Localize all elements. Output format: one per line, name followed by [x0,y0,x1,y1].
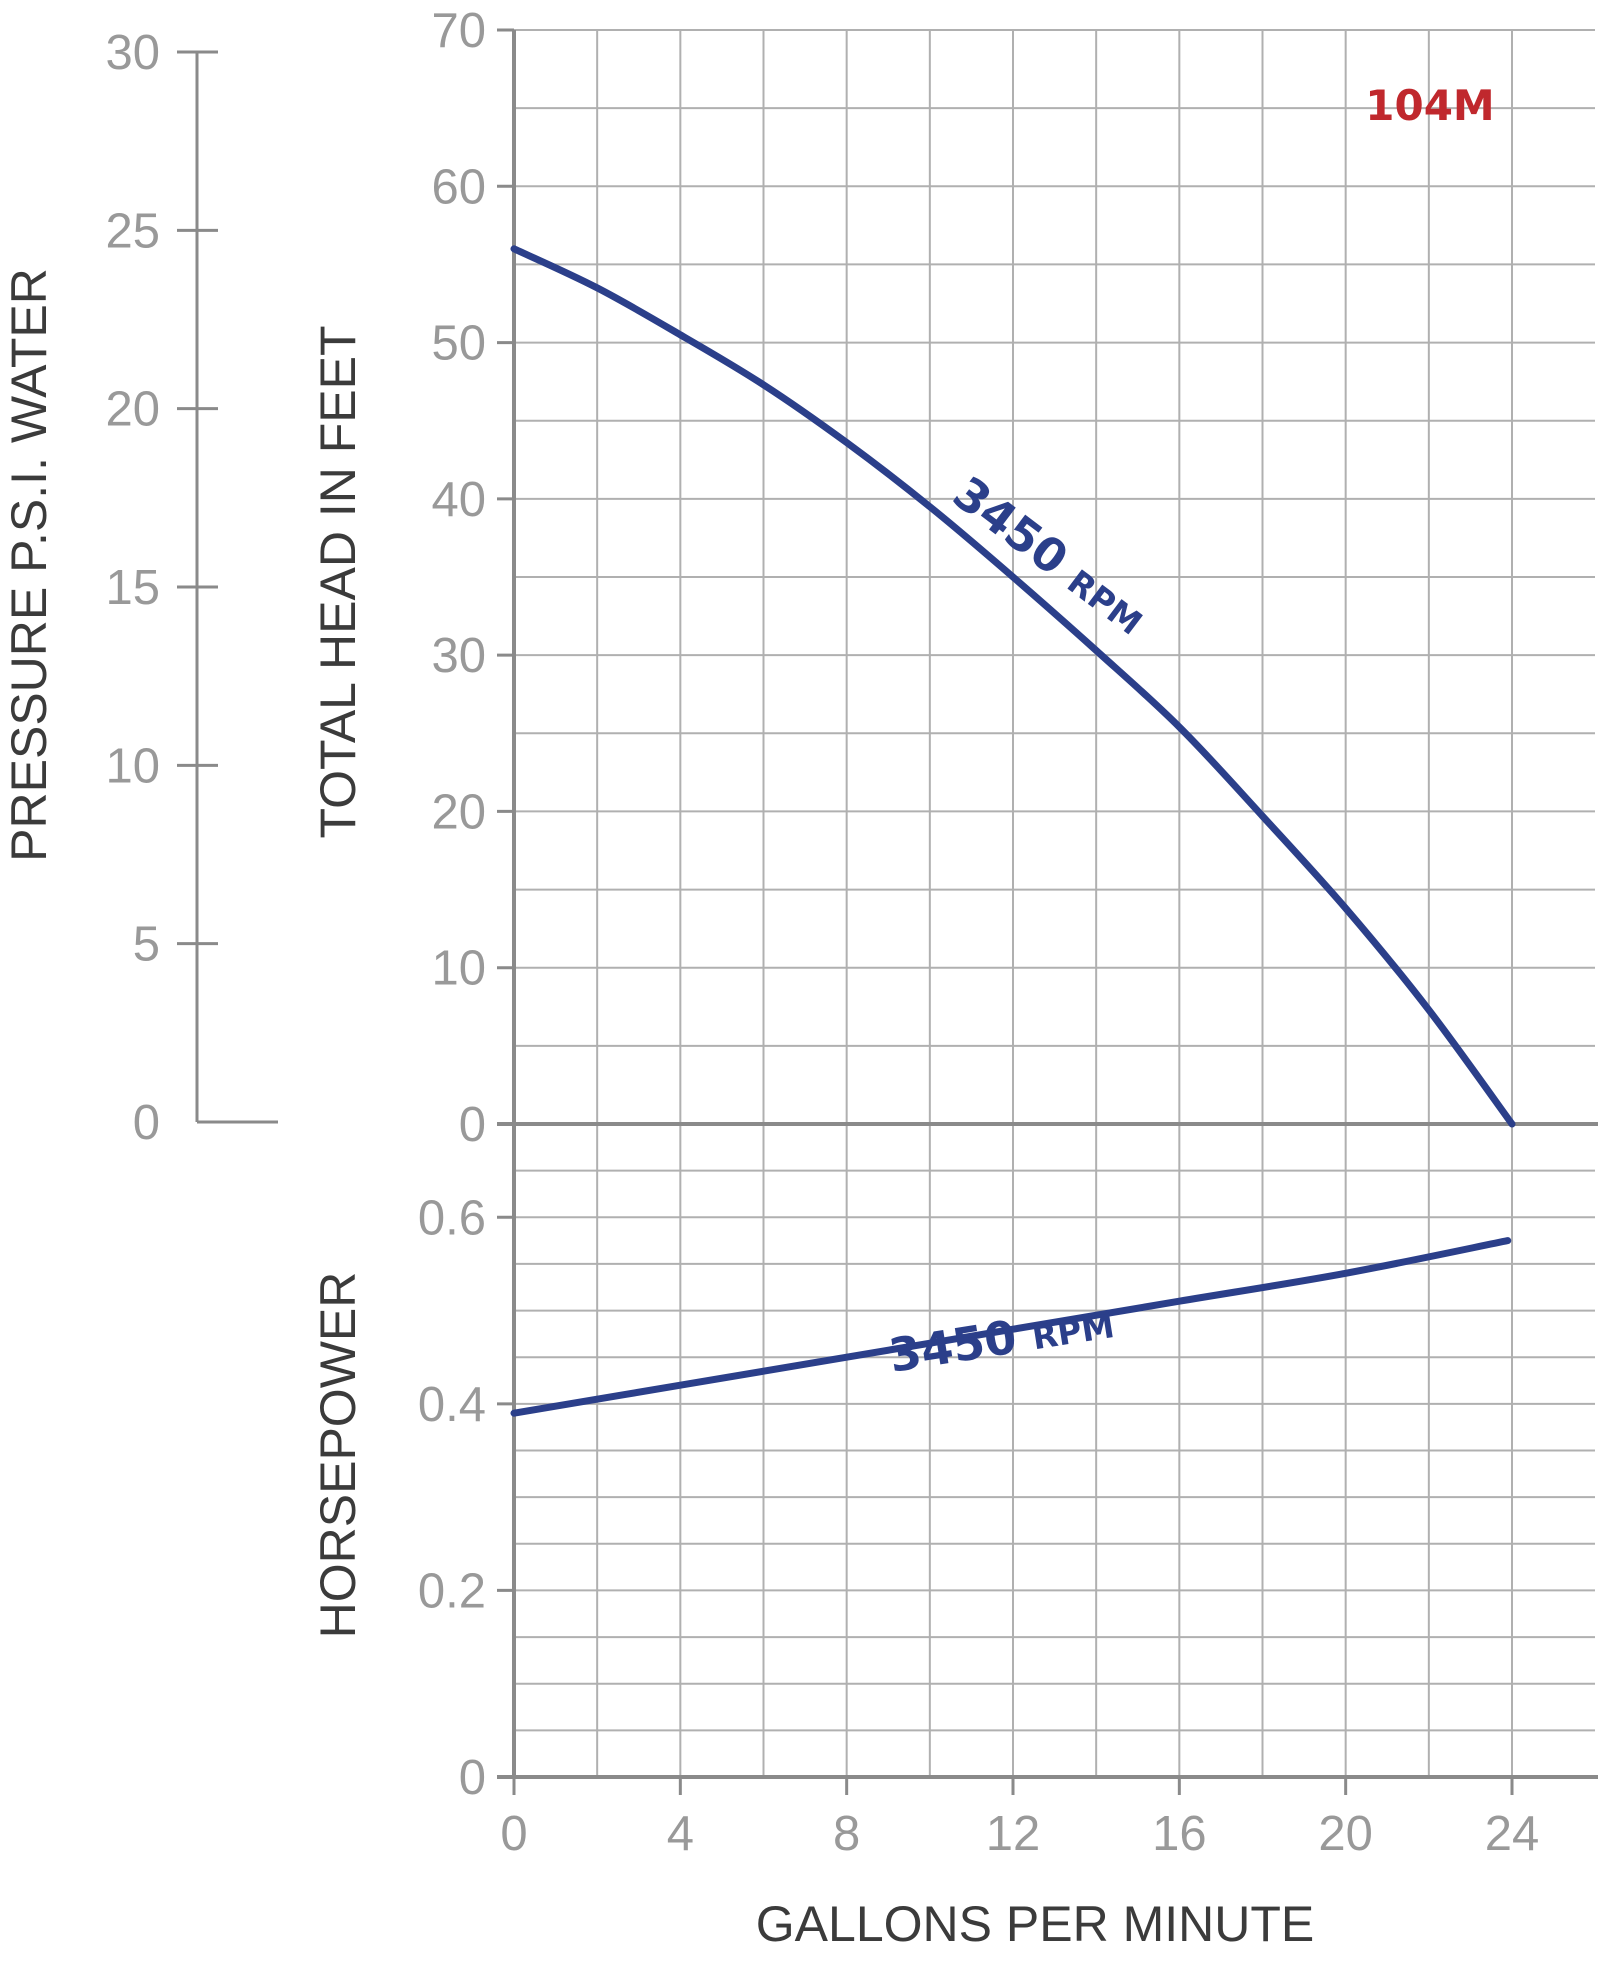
x-tick-label: 12 [986,1807,1041,1861]
x-tick-label: 0 [500,1807,527,1861]
pressure-tick-label: 25 [105,204,160,258]
head-curve-label-text: 3450 RPM [943,466,1156,645]
x-tick-label: 24 [1485,1807,1540,1861]
head-tick-label: 10 [431,942,486,996]
hp-curve-label-text: 3450 RPM [885,1294,1117,1383]
model-label: 104M [1365,81,1494,130]
curves [510,245,1516,1417]
x-tick-label: 16 [1152,1807,1207,1861]
head-tick-label: 40 [431,473,486,527]
head-tick-label: 0 [459,1098,486,1152]
head-tick-label: 60 [431,160,486,214]
head-tick-label: 70 [431,4,486,58]
head-tick-label: 20 [431,785,486,839]
head-tick-label: 30 [431,629,486,683]
x-axis-title: GALLONS PER MINUTE [756,1896,1314,1952]
head-axis-title: TOTAL HEAD IN FEET [310,325,366,838]
hp-curve-label: 3450 RPM [885,1294,1117,1383]
x-tick-label: 4 [667,1807,694,1861]
hp-tick-label: 0.2 [418,1564,486,1618]
hp-tick-label: 0 [459,1751,486,1805]
hp-tick-label: 0.6 [418,1191,486,1245]
curve-label-unit: RPM [1029,1306,1117,1357]
head-curve-3450-rpm [510,245,1516,1128]
x-tick-label: 8 [833,1807,860,1861]
pressure-tick-label: 10 [105,739,160,793]
pressure-axis-title: PRESSURE P.S.I. WATER [1,268,57,862]
hp-tick-label: 0.4 [418,1378,486,1432]
x-tick-label: 20 [1318,1807,1373,1861]
head-tick-label: 50 [431,317,486,371]
hp-curve-3450-rpm [510,1237,1512,1417]
pressure-tick-label: 0 [133,1096,160,1150]
pressure-tick-label: 15 [105,561,160,615]
tick-labels: 0 5 10 15 20 25 30 0 10 20 30 40 50 60 70 0 0.2 0.4 0.6 0 4 8… [105,4,1539,1861]
curve-labels: 3450 RPM 3450 RPM [885,466,1156,1383]
pressure-tick-label: 30 [105,26,160,80]
grid-lines [513,29,1595,1777]
pressure-tick-label: 20 [105,383,160,437]
horsepower-axis-title: HORSEPOWER [310,1272,366,1639]
pressure-tick-label: 5 [133,918,160,972]
axes [177,28,1598,1795]
head-curve-label: 3450 RPM [943,466,1156,645]
